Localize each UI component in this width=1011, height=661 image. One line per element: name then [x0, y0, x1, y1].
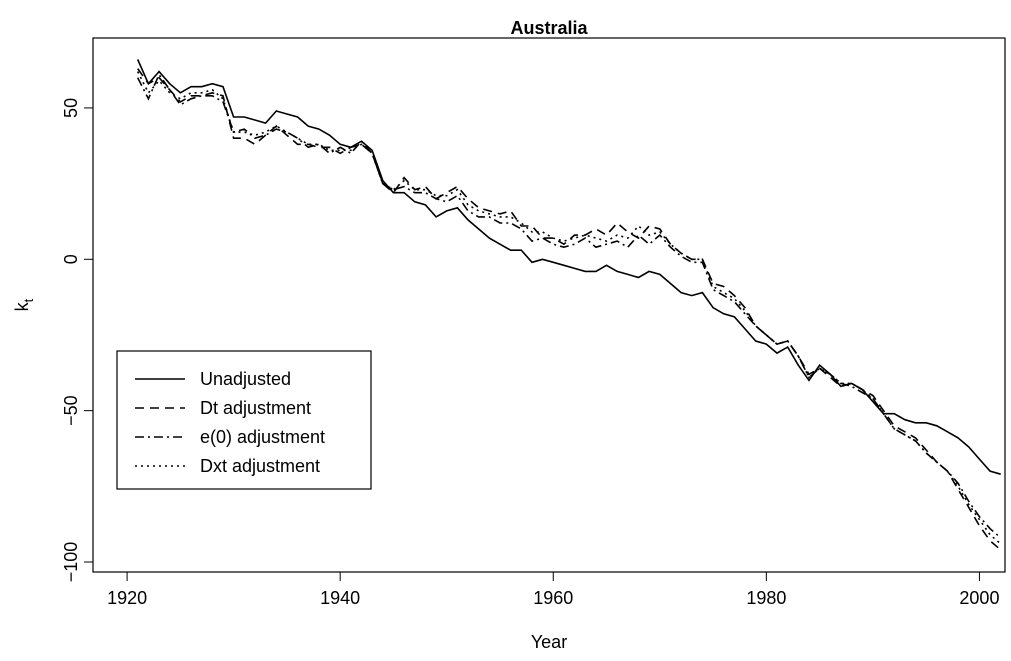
y-tick-label: −100: [61, 542, 81, 583]
legend-label: Dxt adjustment: [200, 456, 320, 476]
y-label-base: k: [12, 301, 32, 311]
chart-title: Australia: [510, 18, 588, 38]
y-tick-label: 50: [61, 98, 81, 118]
x-tick-label: 1940: [320, 588, 360, 608]
legend-label: Dt adjustment: [200, 398, 311, 418]
x-tick-label: 1980: [746, 588, 786, 608]
series-line: [137, 68, 1002, 551]
x-axis-label: Year: [531, 632, 567, 652]
y-axis-label: kt: [12, 298, 36, 311]
legend-label: Unadjusted: [200, 369, 291, 389]
x-tick-label: 1920: [107, 588, 147, 608]
x-tick-label: 2000: [959, 588, 999, 608]
plot-frame: [92, 37, 1006, 573]
y-label-subscript: t: [21, 298, 36, 302]
legend-label: e(0) adjustment: [200, 427, 325, 447]
y-tick-label: 0: [61, 254, 81, 264]
x-tick-label: 1960: [533, 588, 573, 608]
y-tick-label: −50: [61, 395, 81, 426]
